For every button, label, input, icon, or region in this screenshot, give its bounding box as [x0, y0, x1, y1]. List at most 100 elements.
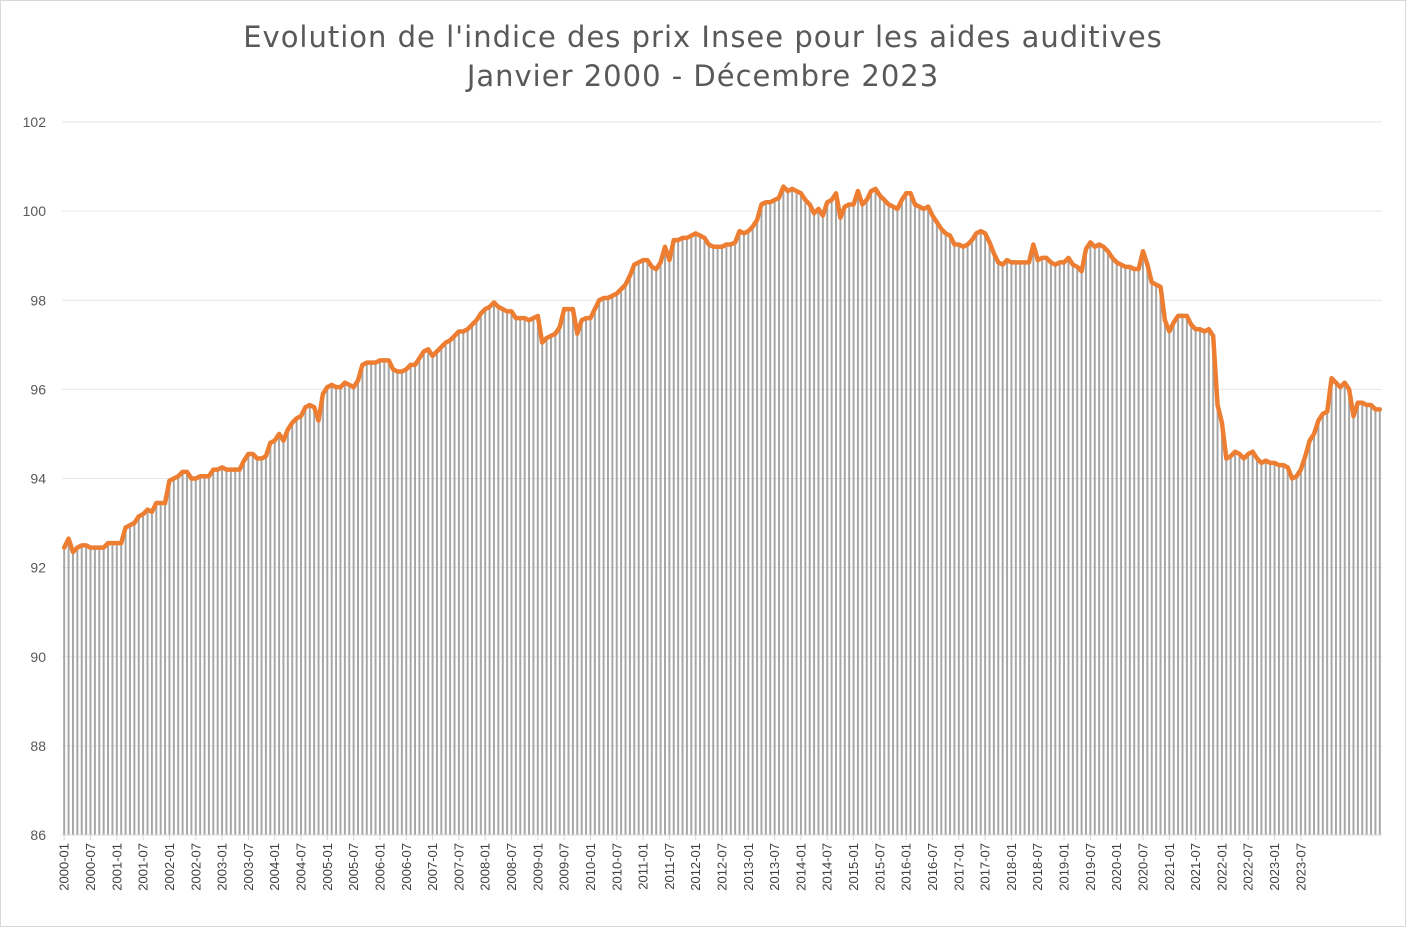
- bar: [1006, 260, 1009, 835]
- x-tick-label: 2008-07: [504, 843, 519, 891]
- bar: [133, 523, 136, 835]
- bar: [466, 329, 469, 835]
- bar: [221, 467, 224, 835]
- x-tick-label: 2021-01: [1162, 843, 1177, 891]
- bar: [308, 404, 311, 835]
- bar: [576, 333, 579, 835]
- x-tick-label: 2007-01: [425, 843, 440, 891]
- bar: [913, 204, 916, 836]
- x-tick-label: 2003-07: [241, 843, 256, 891]
- bar: [1229, 456, 1232, 835]
- bar: [1348, 389, 1351, 835]
- bar: [1282, 465, 1285, 835]
- bar: [664, 246, 666, 835]
- bar: [549, 335, 552, 835]
- bar: [462, 331, 465, 835]
- bar: [85, 545, 88, 835]
- bar: [1370, 404, 1373, 835]
- bar: [821, 215, 824, 836]
- x-tick-label: 2018-01: [1004, 843, 1019, 891]
- series-line: [61, 184, 1383, 555]
- bar: [751, 226, 754, 836]
- bar: [378, 360, 381, 835]
- bar: [339, 387, 342, 835]
- bar: [357, 380, 359, 835]
- bar: [953, 244, 956, 835]
- bar: [856, 191, 859, 835]
- bar: [979, 231, 982, 836]
- bar: [523, 318, 526, 835]
- bar: [558, 326, 561, 835]
- bar: [1071, 264, 1074, 836]
- bar: [278, 433, 281, 835]
- bar: [111, 543, 114, 835]
- x-tick-label: 2000-07: [83, 843, 98, 891]
- bar: [944, 233, 947, 835]
- bar: [1378, 409, 1381, 835]
- bar: [304, 407, 307, 835]
- bar: [1291, 478, 1294, 835]
- bar: [940, 228, 943, 835]
- bar: [1102, 246, 1105, 835]
- bar: [883, 199, 886, 835]
- bar: [1203, 331, 1206, 835]
- x-tick-label: 2015-07: [872, 843, 887, 891]
- bar: [830, 199, 833, 835]
- bar: [405, 369, 408, 835]
- bar: [1238, 453, 1241, 835]
- bar: [273, 440, 276, 835]
- bar: [905, 193, 908, 836]
- bar: [852, 204, 855, 836]
- x-tick-label: 2005-01: [320, 843, 335, 891]
- bar: [488, 306, 491, 835]
- bar: [264, 456, 267, 835]
- x-tick-label: 2006-07: [399, 843, 414, 891]
- bar: [563, 309, 566, 836]
- bar: [624, 284, 627, 835]
- bar: [532, 318, 535, 835]
- x-tick-label: 2001-07: [136, 843, 151, 891]
- bar: [1146, 264, 1149, 836]
- bar: [593, 309, 596, 836]
- x-tick-label: 2011-07: [662, 843, 677, 890]
- chart-title: Evolution de l'indice des prix Insee pou…: [243, 20, 1163, 54]
- y-tick-label: 98: [30, 292, 46, 308]
- bar: [1001, 264, 1004, 836]
- bar: [365, 362, 368, 835]
- bar: [422, 351, 425, 835]
- bar: [528, 320, 531, 836]
- bar: [602, 298, 605, 836]
- bar: [900, 199, 903, 835]
- bar: [427, 349, 430, 835]
- bar: [234, 469, 237, 835]
- x-tick-label: 2017-07: [978, 843, 993, 891]
- bar: [1085, 249, 1087, 836]
- bar: [76, 547, 79, 835]
- bar: [1133, 269, 1136, 835]
- x-tick-label: 2012-07: [715, 843, 730, 891]
- bar: [997, 262, 1000, 835]
- bar: [1045, 257, 1048, 835]
- bar: [1010, 262, 1013, 835]
- x-tick-label: 2020-07: [1135, 843, 1150, 891]
- bar: [1054, 264, 1057, 836]
- x-tick-label: 2007-07: [451, 843, 466, 891]
- x-tick-label: 2020-01: [1109, 843, 1124, 891]
- bar: [1036, 260, 1039, 835]
- bar: [229, 469, 232, 835]
- bar: [98, 547, 101, 835]
- bar: [1155, 284, 1158, 835]
- bar: [63, 547, 66, 835]
- x-tick-label: 2010-07: [609, 843, 624, 891]
- bar: [1120, 264, 1123, 836]
- bar: [835, 193, 838, 836]
- bar: [1286, 467, 1289, 835]
- bar: [1317, 420, 1320, 835]
- bar: [185, 471, 188, 835]
- bar: [716, 246, 719, 835]
- bar: [352, 387, 355, 835]
- bar: [615, 293, 618, 835]
- bar: [826, 202, 829, 835]
- bar: [207, 476, 210, 835]
